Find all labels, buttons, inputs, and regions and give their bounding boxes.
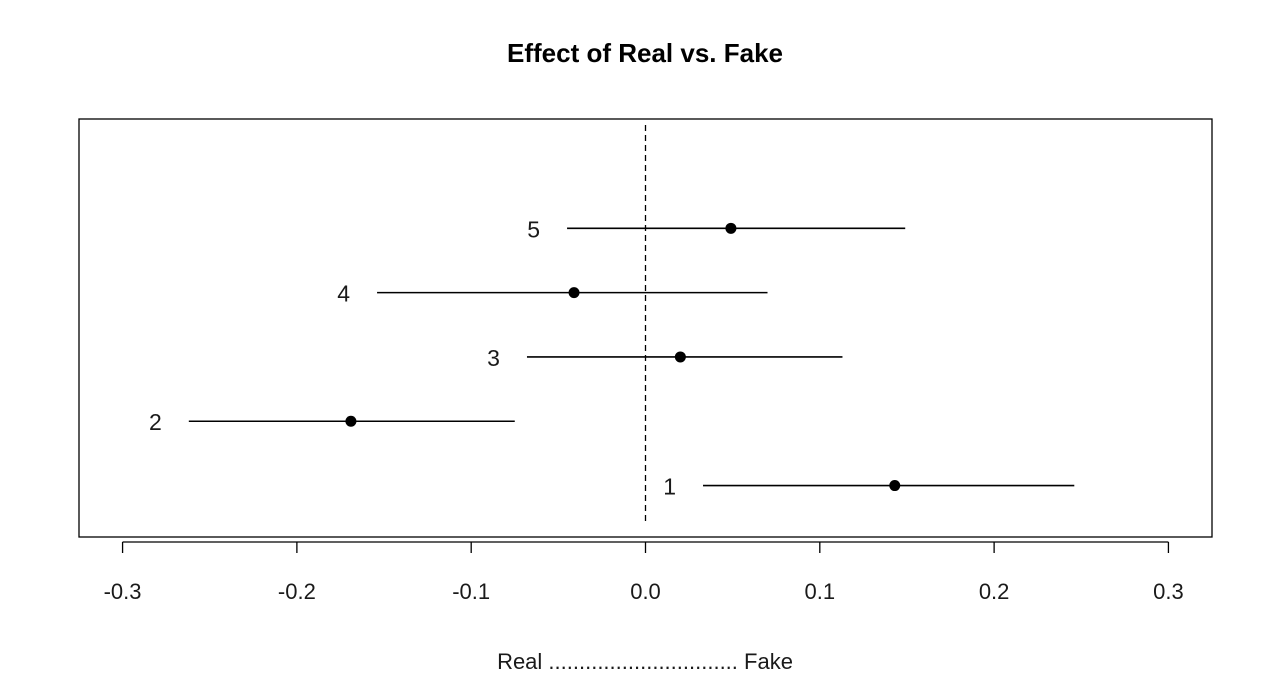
point-label-3: 3: [487, 345, 500, 371]
confidence-intervals: [188, 227, 1075, 487]
point-estimate-3: [674, 351, 686, 363]
plot-frame: [78, 118, 1213, 538]
x-tick-label: -0.2: [278, 579, 316, 604]
point-label-5: 5: [527, 216, 540, 242]
x-tick-label: 0.1: [805, 579, 836, 604]
x-axis-tick-labels: -0.3 -0.2 -0.1 0.0 0.1 0.2 0.3: [104, 579, 1184, 604]
point-label-4: 4: [337, 281, 350, 307]
x-axis-label: Real ............................... Fak…: [497, 649, 793, 674]
point-estimate-2: [345, 415, 357, 427]
point-estimates: [345, 222, 901, 492]
point-label-2: 2: [149, 409, 162, 435]
point-label-1: 1: [663, 474, 676, 500]
point-estimate-5: [725, 222, 737, 234]
x-tick-label: -0.3: [104, 579, 142, 604]
x-axis-ticks: [121, 542, 1170, 553]
x-tick-label: -0.1: [452, 579, 490, 604]
point-labels: 1 2 3 4 5: [149, 216, 676, 499]
point-estimate-4: [568, 287, 580, 299]
x-tick-label: 0.0: [630, 579, 661, 604]
x-tick-label: 0.2: [979, 579, 1010, 604]
chart-title: Effect of Real vs. Fake: [507, 38, 783, 68]
x-tick-label: 0.3: [1153, 579, 1184, 604]
point-estimate-1: [889, 480, 901, 492]
